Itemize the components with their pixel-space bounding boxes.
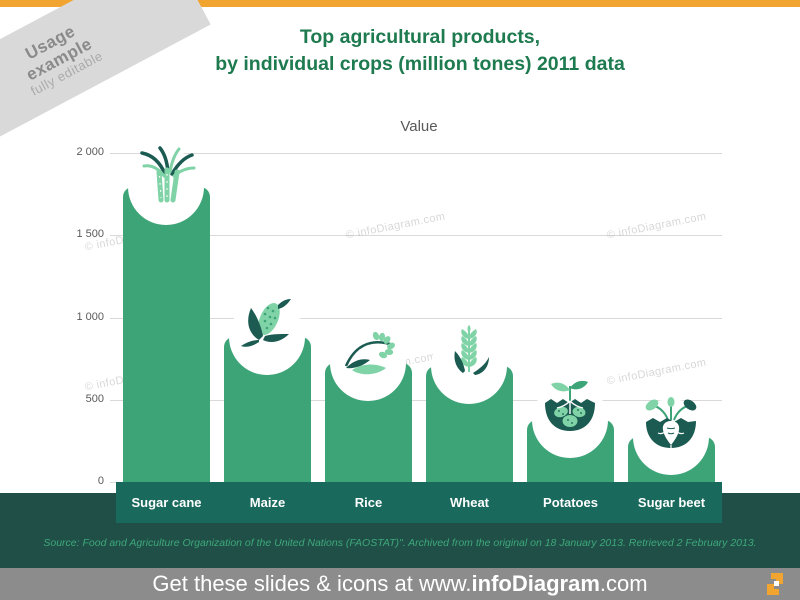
- y-tick-label: 500: [85, 392, 104, 405]
- bar-potatoes: [527, 381, 614, 482]
- slide-title-line-1: Top agricultural products,: [299, 26, 541, 48]
- bar-sugar-cane: [123, 146, 210, 482]
- bar-maize: [224, 298, 311, 482]
- chart-title: Value: [400, 118, 438, 135]
- bar-sugar-beet: [628, 397, 715, 482]
- slide-title-line-2: by individual crops (million tones) 2011…: [215, 53, 625, 76]
- slide-title: Top agricultural products, by individual…: [70, 24, 770, 79]
- sugar-cane-icon: [134, 146, 198, 204]
- gridline-500: [110, 399, 722, 401]
- footer-text: Get these slides & icons at www. infoDiag…: [0, 568, 800, 600]
- bar-notch: [330, 325, 407, 402]
- footer-suffix: .com: [599, 571, 648, 596]
- maize-icon: [235, 296, 299, 354]
- bar-column-sugar-beet: [621, 153, 722, 482]
- gridline-1500: [110, 235, 722, 237]
- potatoes-icon: [538, 379, 602, 437]
- rice-icon: [336, 322, 400, 380]
- usage-example-ribbon: Usage example fully editable: [0, 0, 211, 166]
- category-label-rice: Rice: [354, 495, 383, 510]
- website-link[interactable]: infoDiagram: [471, 571, 600, 596]
- category-label-sugar-beet: Sugar beet: [637, 495, 706, 510]
- y-tick-label: 2 000: [76, 146, 104, 158]
- category-label-sugar-cane: Sugar cane: [131, 495, 202, 510]
- bar-column-maize: [217, 153, 318, 482]
- bar-column-potatoes: [520, 153, 621, 482]
- y-tick-label: 0: [97, 475, 104, 487]
- category-label-wheat: Wheat: [450, 495, 489, 510]
- infodiagram-logo-icon: [762, 571, 788, 597]
- bar-rice: [325, 325, 412, 482]
- bar-chart: [116, 146, 722, 482]
- bar-wheat: [426, 325, 513, 482]
- category-band: Sugar cane Maize Rice Wheat Potatoes Sugar be…: [116, 482, 722, 523]
- bar-column-rice: [318, 153, 419, 482]
- wheat-icon: [437, 325, 501, 383]
- footer-bar: Get these slides & icons at www. infoDiag…: [0, 568, 800, 600]
- bar-column-wheat: [419, 153, 520, 482]
- y-tick-label: 1 500: [76, 228, 104, 241]
- sugar-beet-icon: [639, 396, 703, 454]
- bar-column-sugar-cane: [116, 146, 217, 482]
- gridline-1000: [110, 317, 722, 319]
- category-label-maize: Maize: [249, 495, 286, 510]
- top-accent-bar: [0, 0, 800, 7]
- category-label-potatoes: Potatoes: [543, 495, 598, 510]
- gridline-2000: [110, 153, 722, 154]
- y-axis: 0 500 1 000 1 500 2 000: [38, 146, 104, 487]
- source-text: Source: Food and Agriculture Organizatio…: [43, 537, 757, 549]
- y-tick-label: 1 000: [76, 310, 104, 323]
- footer-prefix: Get these slides & icons at www.: [152, 571, 472, 596]
